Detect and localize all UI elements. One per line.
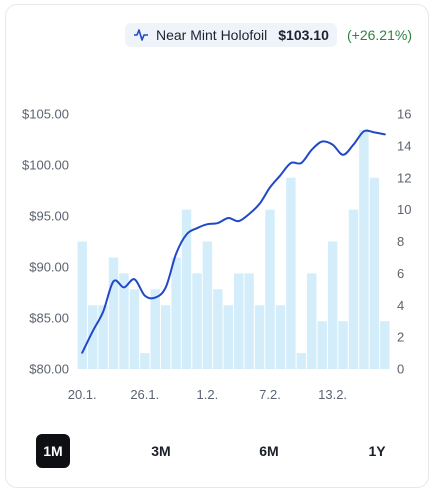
chart-card bbox=[5, 4, 429, 488]
y-right-tick-label: 4 bbox=[397, 298, 404, 313]
volume-bar bbox=[129, 289, 140, 369]
volume-bar bbox=[296, 353, 307, 369]
y-left-tick-label: $100.00 bbox=[22, 158, 69, 173]
volume-bar bbox=[223, 305, 233, 369]
x-tick-label: 13.2. bbox=[318, 387, 347, 402]
volume-bar bbox=[369, 177, 380, 369]
x-tick-label: 1.2. bbox=[197, 387, 219, 402]
volume-bar bbox=[108, 257, 119, 369]
volume-bar bbox=[317, 321, 327, 369]
period-3m-button[interactable]: 3M bbox=[151, 443, 171, 459]
y-left-tick-label: $90.00 bbox=[29, 260, 69, 275]
price-change: (+26.21%) bbox=[347, 27, 412, 43]
volume-bar bbox=[192, 273, 202, 370]
x-tick-label: 26.1. bbox=[130, 387, 159, 402]
volume-bar bbox=[327, 241, 338, 369]
legend[interactable]: Near Mint Holofoil $103.10 bbox=[125, 23, 337, 47]
current-price: $103.10 bbox=[278, 27, 329, 43]
x-tick-label: 20.1. bbox=[68, 387, 97, 402]
y-right-tick-label: 8 bbox=[397, 234, 404, 249]
volume-bar bbox=[234, 273, 244, 370]
volume-bar bbox=[254, 305, 265, 369]
y-right-tick-label: 16 bbox=[397, 107, 411, 122]
line-chart-icon bbox=[134, 29, 148, 41]
period-1m-button[interactable]: 1M bbox=[36, 434, 70, 468]
volume-bar bbox=[171, 257, 181, 369]
volume-bar bbox=[359, 129, 369, 369]
price-volume-chart: $80.00 $85.00 $90.00 $95.00 $100.00 $105.00 0 2… bbox=[22, 107, 411, 403]
period-1y-button[interactable]: 1Y bbox=[368, 443, 386, 459]
y-left-tick-label: $95.00 bbox=[29, 209, 69, 224]
y-right-tick-label: 6 bbox=[397, 266, 404, 281]
y-right-tick-label: 2 bbox=[397, 330, 404, 345]
x-tick-label: 7.2. bbox=[259, 387, 281, 402]
volume-bar bbox=[275, 305, 286, 369]
volume-bar bbox=[265, 209, 275, 370]
volume-bar bbox=[119, 273, 129, 370]
volume-bar bbox=[286, 177, 296, 369]
volume-bar bbox=[202, 241, 213, 369]
volume-bar bbox=[213, 289, 223, 369]
y-left-tick-label: $105.00 bbox=[22, 107, 69, 122]
volume-bar bbox=[380, 321, 390, 369]
y-left-tick-label: $80.00 bbox=[29, 362, 69, 377]
y-right-tick-label: 14 bbox=[397, 138, 411, 153]
y-left-tick-label: $85.00 bbox=[29, 311, 69, 326]
volume-bar bbox=[150, 289, 160, 369]
price-line bbox=[81, 129, 386, 354]
volume-bar bbox=[77, 241, 87, 369]
series-name: Near Mint Holofoil bbox=[156, 27, 268, 43]
volume-bar bbox=[338, 321, 348, 369]
volume-bar bbox=[348, 209, 359, 370]
volume-bar bbox=[87, 305, 98, 369]
y-right-tick-label: 12 bbox=[397, 170, 411, 185]
volume-bar bbox=[160, 305, 171, 369]
volume-bar bbox=[181, 209, 192, 370]
volume-bar bbox=[244, 273, 254, 370]
volume-bar bbox=[140, 353, 150, 369]
volume-bar bbox=[307, 273, 317, 370]
y-right-tick-label: 10 bbox=[397, 202, 411, 217]
period-6m-button[interactable]: 6M bbox=[259, 443, 279, 459]
volume-bar bbox=[98, 305, 108, 369]
period-selector: 1M 3M 6M 1Y bbox=[0, 434, 436, 470]
y-right-tick-label: 0 bbox=[397, 362, 404, 377]
